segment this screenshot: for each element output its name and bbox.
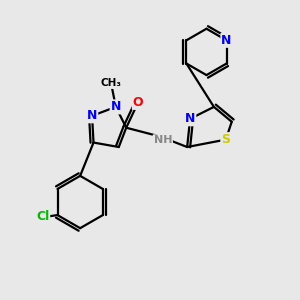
Text: O: O	[133, 96, 143, 109]
Text: N: N	[111, 100, 121, 113]
Text: N: N	[87, 109, 97, 122]
Text: Cl: Cl	[36, 210, 49, 223]
Text: N: N	[185, 112, 195, 125]
Text: NH: NH	[154, 135, 172, 145]
Text: S: S	[221, 133, 230, 146]
Text: CH₃: CH₃	[101, 78, 122, 88]
Text: N: N	[221, 34, 232, 47]
